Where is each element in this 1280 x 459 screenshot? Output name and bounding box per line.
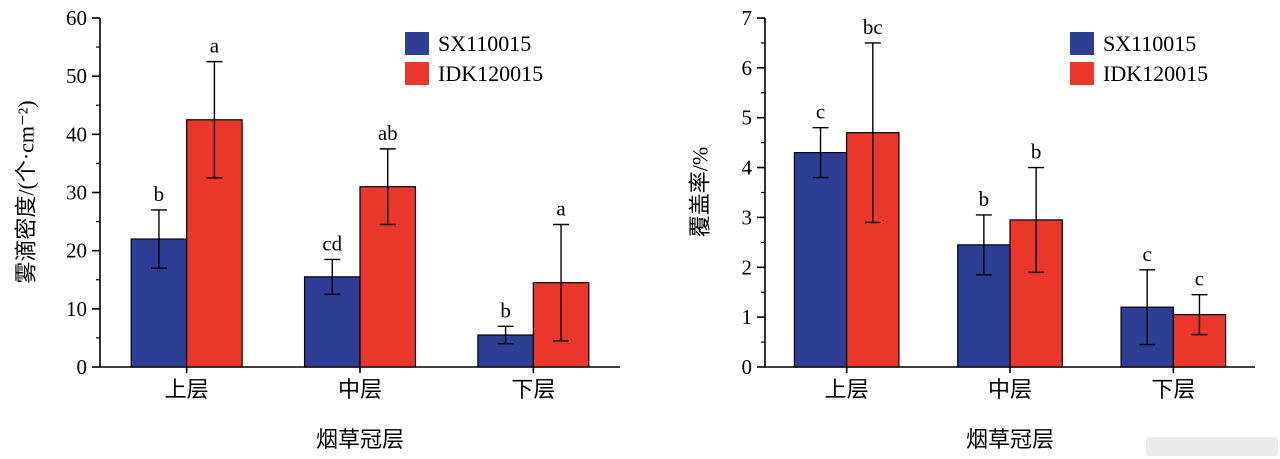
coverage-rate-chart: 烟草冠层 覆盖率/% 0 1 2 3 4 5 6 7 上层 c bc 中层 b b 下层 c c SX110015…	[640, 0, 1280, 459]
y-tick-label: 10	[66, 297, 87, 321]
bar	[303, 276, 361, 368]
sig-letter: ab	[378, 121, 398, 145]
y-tick-label: 7	[742, 6, 753, 30]
legend-label: IDK120015	[438, 61, 543, 86]
sig-letter: b	[154, 182, 165, 206]
y-tick-label: 0	[77, 355, 88, 379]
sig-letter: c	[1195, 267, 1204, 291]
sig-letter: a	[210, 34, 220, 58]
droplet-density-chart: 烟草冠层 雾滴密度/(个·cm⁻²) 0 10 20 30 40 50 60 上层 b a 中层 cd…	[14, 6, 620, 452]
legend-swatch	[1070, 32, 1094, 55]
sig-letter: cd	[322, 231, 342, 255]
legend-label: SX110015	[1103, 31, 1196, 56]
legend-swatch	[405, 62, 429, 85]
y-tick-label: 30	[66, 181, 87, 205]
sig-letter: c	[1143, 242, 1152, 266]
sig-letter: b	[979, 187, 990, 211]
y-tick-label: 1	[742, 305, 753, 329]
y-tick-label: 4	[742, 156, 753, 180]
x-tick-label: 上层	[825, 377, 869, 402]
legend-swatch	[405, 32, 429, 55]
y-tick-label: 0	[742, 355, 753, 379]
y-tick-label: 40	[66, 122, 87, 146]
bar	[793, 152, 848, 368]
watermark	[1146, 437, 1278, 456]
legend-label: SX110015	[438, 31, 531, 56]
droplet-density-plot: 0 10 20 30 40 50 60 上层 b a 中层 cd ab 下层 b a SX110015 IDK12…	[66, 6, 620, 402]
sig-letter: b	[500, 298, 511, 322]
sig-letter: bc	[863, 15, 883, 39]
x-tick-label: 中层	[338, 377, 382, 402]
sig-letter: c	[816, 100, 825, 124]
y-tick-label: 20	[66, 239, 87, 263]
y-tick-label: 2	[742, 255, 753, 279]
legend-label: IDK120015	[1103, 61, 1208, 86]
x-tick-label: 上层	[165, 377, 209, 402]
y-tick-label: 3	[742, 205, 753, 229]
y-tick-label: 60	[66, 6, 87, 30]
y-tick-label: 50	[66, 64, 87, 88]
x-axis-label: 烟草冠层	[315, 427, 404, 452]
y-tick-label: 5	[742, 106, 753, 130]
y-tick-label: 6	[742, 56, 753, 80]
x-tick-label: 中层	[988, 377, 1032, 402]
sig-letter: a	[556, 196, 566, 220]
sig-letter: b	[1031, 140, 1042, 164]
legend-swatch	[1070, 62, 1094, 85]
x-axis-label: 烟草冠层	[965, 427, 1054, 452]
x-tick-label: 下层	[511, 377, 555, 402]
x-tick-label: 下层	[1151, 377, 1195, 402]
coverage-rate-plot: 0 1 2 3 4 5 6 7 上层 c bc 中层 b b 下层 c c SX110015 IDK120015	[742, 6, 1255, 402]
